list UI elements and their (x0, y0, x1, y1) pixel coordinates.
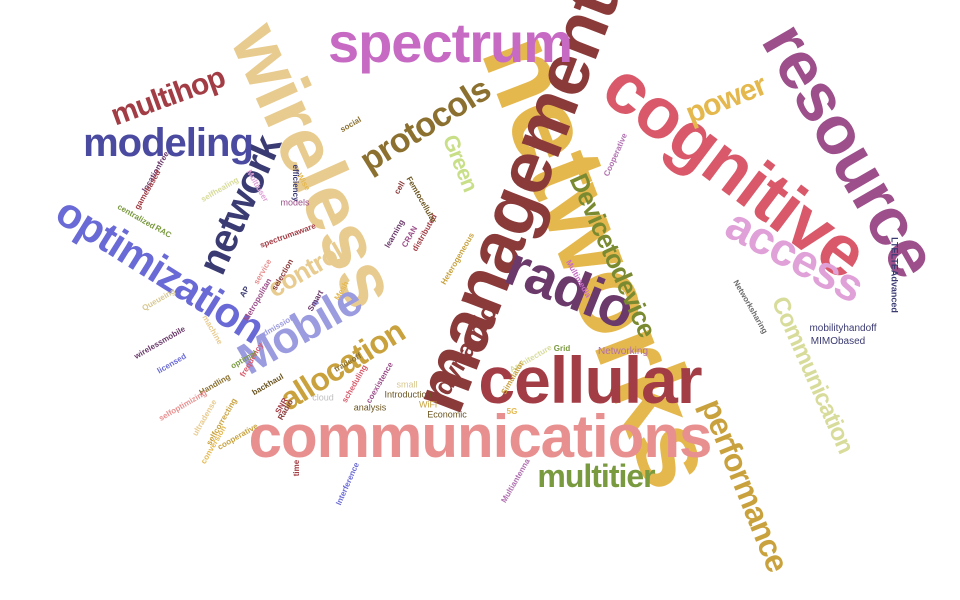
word-mimobased: MIMObased (810, 336, 866, 347)
word-licensed: licensed (155, 351, 188, 376)
word-wifi: WiFi (419, 399, 437, 410)
word-rac: RAC (153, 223, 174, 240)
word-communication-vertical: Communication (765, 292, 860, 458)
word-small: small (396, 379, 418, 390)
word-green: Green (437, 130, 484, 195)
word-time: time (292, 459, 301, 477)
word-cellular: cellular (478, 343, 702, 417)
word-analysis: analysis (353, 402, 387, 413)
word-performance: performance (694, 393, 796, 577)
word-cloud: cloud (312, 392, 334, 403)
word-introduction: Introduction (384, 389, 432, 400)
word-modeling: modeling (83, 121, 254, 165)
word-communications: communications (248, 403, 713, 470)
word-5g: 5G (506, 407, 518, 416)
word-cell: cell (392, 179, 407, 196)
word-networking: Networking (597, 346, 649, 357)
word-femtocellular: Femtocellular (404, 174, 439, 225)
word-multitier: multitier (537, 458, 655, 494)
word-spectrum: spectrum (327, 11, 573, 74)
word-models: models (280, 197, 310, 208)
word-economic: Economic (427, 409, 467, 420)
word-protocols: protocols (353, 70, 497, 180)
word-efficiency: efficiency (291, 164, 300, 202)
word-mobilityhandoff: mobilityhandoff (809, 323, 877, 334)
word-networksharing: Networksharing (731, 278, 770, 336)
word-grid: Grid (553, 344, 571, 353)
word-lteltea: LTELTEAdvanced (889, 237, 900, 313)
